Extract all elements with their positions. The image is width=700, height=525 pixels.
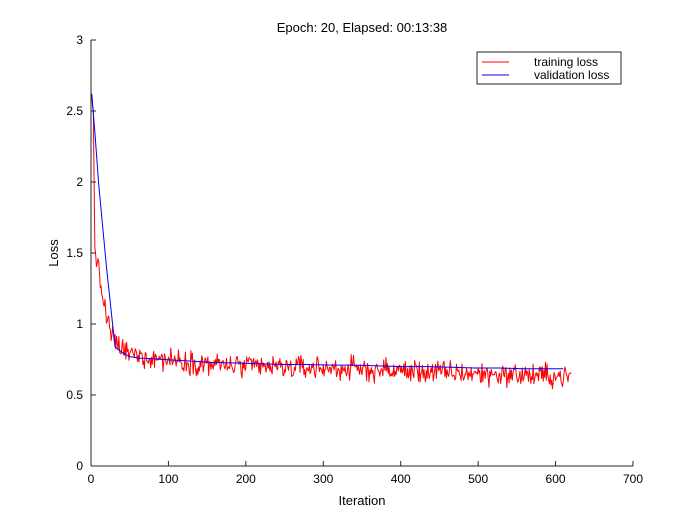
- series-layer: [90, 93, 572, 390]
- legend-label: validation loss: [534, 68, 609, 82]
- x-axis-title: Iteration: [339, 493, 386, 508]
- series-line-training-loss: [90, 96, 572, 390]
- legend-box: [476, 51, 622, 85]
- x-tick-label: 600: [546, 472, 566, 486]
- legend-label: training loss: [534, 55, 598, 69]
- y-tick-label: 2: [76, 175, 83, 189]
- y-tick-label: 2.5: [66, 104, 83, 118]
- y-tick-label: 3: [76, 33, 83, 47]
- y-tick-label: 0.5: [66, 388, 83, 402]
- x-tick-label: 700: [623, 472, 643, 486]
- y-tick-label: 1: [76, 317, 83, 331]
- series-line-validation-loss: [90, 93, 564, 370]
- x-tick-label: 200: [236, 472, 256, 486]
- x-tick-label: 300: [313, 472, 333, 486]
- y-tick-label: 0: [76, 459, 83, 473]
- x-tick-label: 400: [391, 472, 411, 486]
- y-tick-label: 1.5: [66, 246, 83, 260]
- axes: 0 100 200 300 400 500 600 700 0 0.5 1 1.5 2 2.5 3: [66, 33, 643, 486]
- y-axis-title: Loss: [46, 239, 61, 267]
- x-tick-label: 0: [88, 472, 95, 486]
- chart-title: Epoch: 20, Elapsed: 00:13:38: [277, 20, 448, 35]
- x-tick-label: 500: [468, 472, 488, 486]
- x-tick-label: 100: [158, 472, 178, 486]
